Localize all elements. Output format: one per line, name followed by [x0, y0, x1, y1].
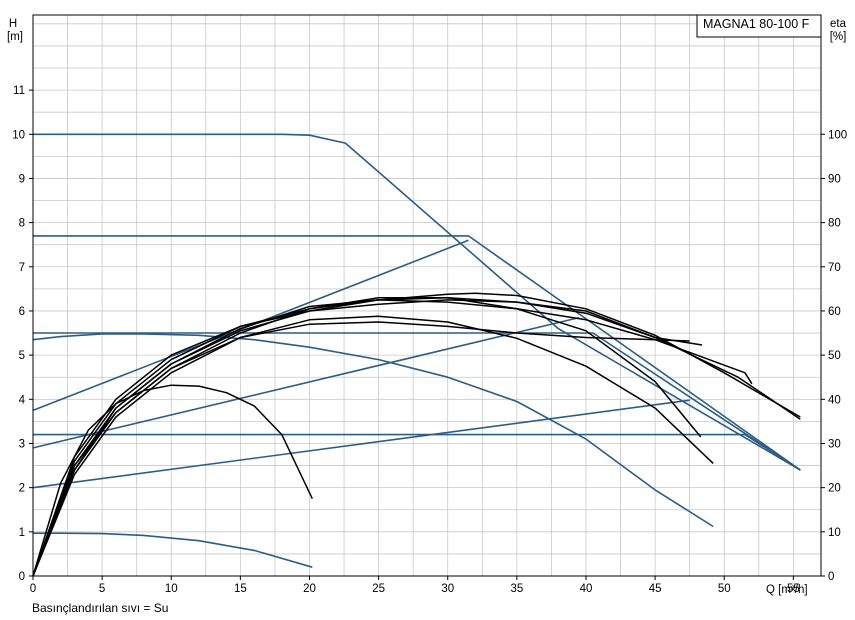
- head-curve: [33, 133, 801, 471]
- plot-frame: [32, 14, 822, 577]
- title-box: MAGNA1 80-100 F: [696, 14, 822, 38]
- x-tick-label: 40: [580, 583, 593, 595]
- head-curve: [32, 333, 714, 528]
- left-axis-unit: [m]: [7, 31, 23, 43]
- y-right-tick-label: 100: [828, 129, 847, 141]
- x-tick-label: 30: [441, 583, 454, 595]
- y-left-tick-label: 5: [19, 350, 25, 362]
- right-axis-unit: [%]: [830, 31, 847, 43]
- y-left-tick-label: 1: [19, 527, 25, 539]
- x-tick-label: 15: [234, 583, 247, 595]
- tick-layer: 0 5 10 15 20 25 30 35 40 45 50 55012345678910110102…: [12, 85, 847, 595]
- y-right-tick-label: 80: [828, 218, 841, 230]
- x-tick-label: 5: [99, 583, 105, 595]
- y-left-tick-label: 2: [19, 483, 25, 495]
- efficiency-curve: [32, 315, 714, 577]
- head-curve: [32, 316, 580, 449]
- y-right-tick-label: 40: [828, 394, 841, 406]
- x-tick-label: 45: [649, 583, 662, 595]
- y-left-tick-label: 10: [12, 129, 25, 141]
- curve-layer: [32, 133, 801, 577]
- y-right-tick-label: 60: [828, 306, 841, 318]
- head-curve: [33, 433, 801, 471]
- title-box-frame: [696, 14, 822, 38]
- y-left-tick-label: 6: [19, 306, 25, 318]
- grid-layer: [33, 15, 821, 576]
- y-right-tick-label: 10: [828, 527, 841, 539]
- x-tick-label: 55: [787, 583, 800, 595]
- efficiency-curve: [32, 292, 801, 577]
- right-axis-label: eta: [830, 18, 847, 30]
- left-axis-label: H: [9, 18, 17, 30]
- y-left-tick-label: 7: [19, 262, 25, 274]
- y-left-tick-label: 8: [19, 218, 25, 230]
- y-right-tick-label: 90: [828, 173, 841, 185]
- x-tick-label: 25: [372, 583, 385, 595]
- head-curve: [33, 332, 801, 471]
- y-left-tick-label: 4: [19, 394, 26, 406]
- head-curve: [32, 399, 690, 489]
- head-curve: [33, 532, 313, 568]
- footnote: Basınçlandırılan sıvı = Su: [32, 601, 168, 615]
- chart-title: MAGNA1 80-100 F: [703, 17, 810, 31]
- x-axis-label: Q [m³/h]: [766, 584, 808, 596]
- efficiency-curve: [32, 384, 313, 577]
- efficiency-curve: [32, 299, 801, 577]
- y-right-tick-label: 50: [828, 350, 841, 362]
- y-right-tick-label: 20: [828, 483, 841, 495]
- y-right-tick-label: 0: [828, 571, 834, 583]
- y-right-tick-label: 30: [828, 438, 841, 450]
- x-tick-label: 10: [165, 583, 178, 595]
- y-left-tick-label: 0: [19, 571, 25, 583]
- x-tick-label: 0: [30, 583, 36, 595]
- y-right-tick-label: 70: [828, 262, 841, 274]
- x-tick-label: 50: [718, 583, 731, 595]
- head-curve: [33, 235, 801, 471]
- y-left-tick-label: 9: [19, 173, 25, 185]
- efficiency-curve: [32, 321, 690, 577]
- y-left-tick-label: 11: [13, 85, 25, 97]
- y-left-tick-label: 3: [19, 438, 25, 450]
- efficiency-curve: [32, 296, 703, 577]
- x-tick-label: 20: [303, 583, 316, 595]
- x-tick-label: 35: [510, 583, 523, 595]
